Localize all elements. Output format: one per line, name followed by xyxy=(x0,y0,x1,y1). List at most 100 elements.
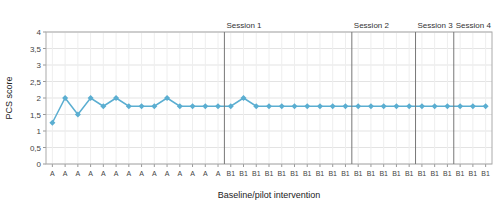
annotation: Session 2 xyxy=(354,21,390,30)
tick-label: B1 xyxy=(277,170,286,177)
grid-line xyxy=(409,32,410,164)
grid-line xyxy=(460,32,461,164)
tick-label: A xyxy=(126,170,131,177)
marker xyxy=(241,95,247,101)
grid-line xyxy=(103,32,104,164)
tick-label: 0 xyxy=(37,160,42,169)
marker xyxy=(75,112,81,118)
line xyxy=(52,98,485,123)
tick-label: B1 xyxy=(303,170,312,177)
marker xyxy=(483,103,489,109)
tick-label: B1 xyxy=(367,170,376,177)
annotation: Session 3 xyxy=(418,21,454,30)
marker xyxy=(62,95,68,101)
session-line xyxy=(351,32,352,164)
annotation: Session 1 xyxy=(226,21,262,30)
tick-label: B1 xyxy=(265,170,274,177)
annotations: Session 1Session 2Session 3Session 4 xyxy=(226,21,491,30)
marker xyxy=(393,103,399,109)
tick-label: 4 xyxy=(37,28,42,37)
tick-label: A xyxy=(152,170,157,177)
tick-label: B1 xyxy=(481,170,490,177)
grid-line xyxy=(358,32,359,164)
marker xyxy=(228,103,234,109)
grid-line xyxy=(396,32,397,164)
session-line xyxy=(224,32,225,164)
grid-line xyxy=(472,32,473,164)
tick-label: 0,5 xyxy=(30,144,42,153)
tick-label: A xyxy=(190,170,195,177)
tick-label: A xyxy=(88,170,93,177)
grid-line xyxy=(383,32,384,164)
marker xyxy=(419,103,425,109)
grid-line xyxy=(447,32,448,164)
grid-line xyxy=(434,32,435,164)
tick-label: B1 xyxy=(392,170,401,177)
axis-label: PCS score xyxy=(4,76,14,119)
axis-label: Baseline/pilot intervention xyxy=(218,190,321,200)
grid-line xyxy=(179,32,180,164)
marker xyxy=(215,103,221,109)
marker xyxy=(164,95,170,101)
marker xyxy=(432,103,438,109)
marker xyxy=(151,103,157,109)
grid-line xyxy=(294,32,295,164)
marker xyxy=(317,103,323,109)
axes: 00,511,522,533,54AAAAAAAAAAAAAAB1B1B1B1B… xyxy=(30,28,492,177)
marker xyxy=(202,103,208,109)
grid-line xyxy=(485,32,486,164)
grid-line xyxy=(281,32,282,164)
marker xyxy=(177,103,183,109)
marker xyxy=(266,103,272,109)
marker xyxy=(381,103,387,109)
tick-label: A xyxy=(50,170,55,177)
marker xyxy=(139,103,145,109)
marker xyxy=(190,103,196,109)
tick-label: A xyxy=(165,170,170,177)
tick-label: B1 xyxy=(328,170,337,177)
session-line xyxy=(415,32,416,164)
grid-line xyxy=(218,32,219,164)
tick-label: 2 xyxy=(37,94,42,103)
tick-label: B1 xyxy=(341,170,350,177)
tick-label: A xyxy=(139,170,144,177)
tick-label: B1 xyxy=(443,170,452,177)
marker xyxy=(368,103,374,109)
marker xyxy=(470,103,476,109)
tick-label: B1 xyxy=(469,170,478,177)
tick-label: B1 xyxy=(405,170,414,177)
marker xyxy=(406,103,412,109)
tick-label: A xyxy=(63,170,68,177)
marker xyxy=(100,103,106,109)
session-line xyxy=(453,32,454,164)
marker xyxy=(355,103,361,109)
grid-line xyxy=(421,32,422,164)
marker xyxy=(126,103,132,109)
session-lines xyxy=(224,32,453,164)
marker xyxy=(291,103,297,109)
tick-label: B1 xyxy=(418,170,427,177)
tick-label: A xyxy=(101,170,106,177)
marker xyxy=(457,103,463,109)
tick-label: 3 xyxy=(37,61,42,70)
tick-label: A xyxy=(216,170,221,177)
grid-line xyxy=(319,32,320,164)
grid-line xyxy=(77,32,78,164)
chart: 00,511,522,533,54AAAAAAAAAAAAAAB1B1B1B1B… xyxy=(0,0,500,204)
marker xyxy=(342,103,348,109)
marker xyxy=(279,103,285,109)
tick-label: A xyxy=(76,170,81,177)
grid-line xyxy=(52,32,53,164)
series xyxy=(49,95,488,126)
tick-label: B1 xyxy=(226,170,235,177)
tick-label: B1 xyxy=(430,170,439,177)
tick-label: 2,5 xyxy=(30,78,42,87)
tick-label: 1,5 xyxy=(30,111,42,120)
marker xyxy=(253,103,259,109)
tick-label: 3,5 xyxy=(30,45,42,54)
marker xyxy=(88,95,94,101)
grid-line xyxy=(230,32,231,164)
tick-label: 1 xyxy=(37,127,42,136)
grid-line xyxy=(205,32,206,164)
grid-line xyxy=(370,32,371,164)
